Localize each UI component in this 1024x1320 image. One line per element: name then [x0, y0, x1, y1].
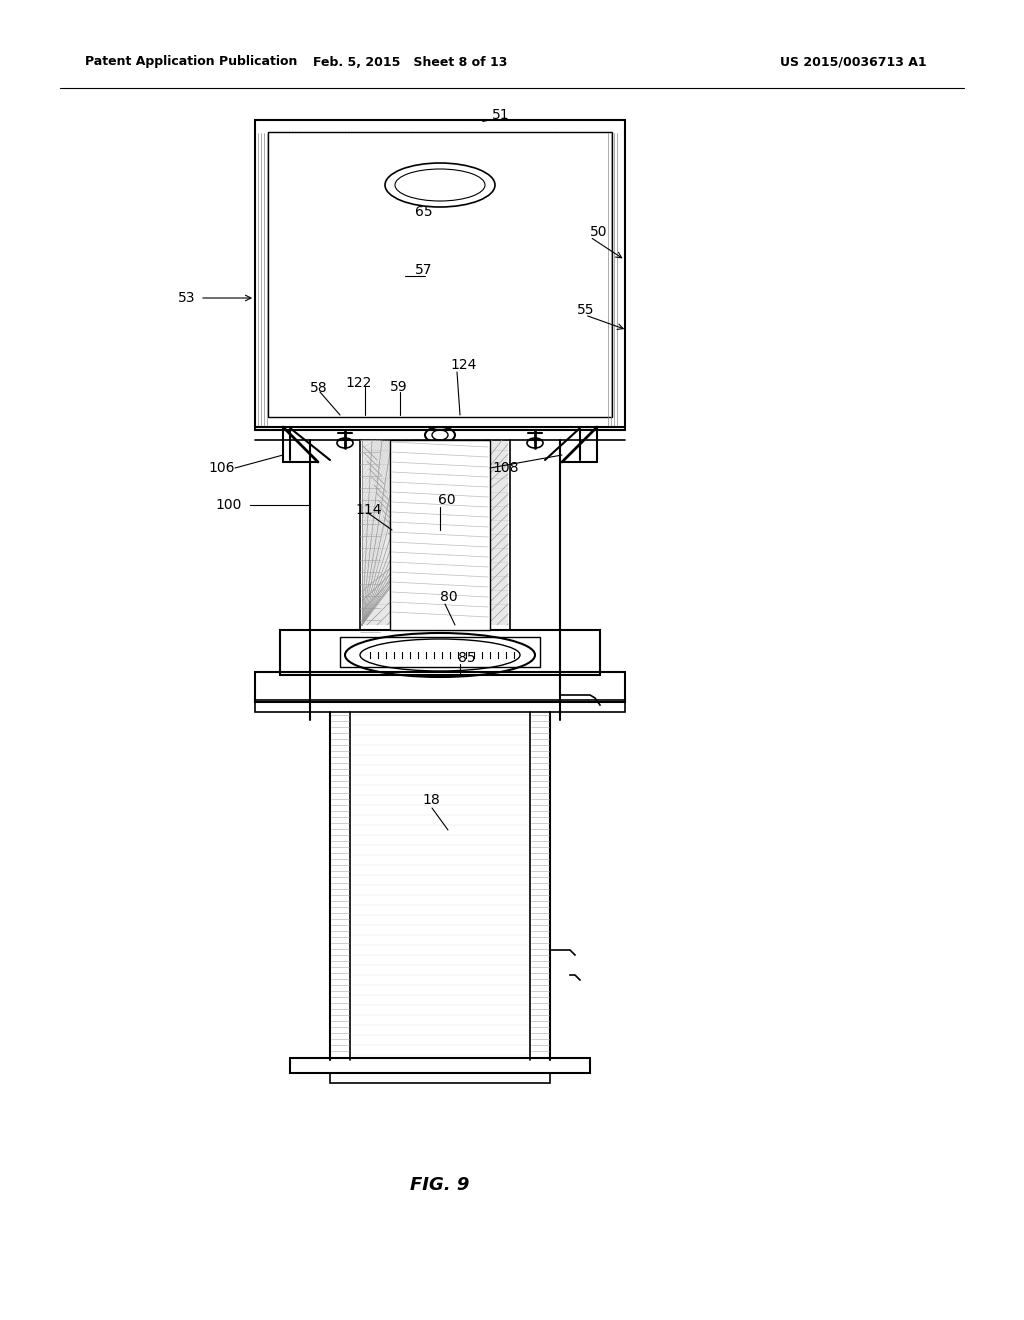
Text: 51: 51	[492, 108, 510, 121]
Text: 55: 55	[577, 304, 595, 317]
Bar	[390, 440, 490, 630]
Text: 106: 106	[208, 461, 234, 475]
Text: Patent Application Publication: Patent Application Publication	[85, 55, 297, 69]
Bar	[340, 638, 540, 667]
Bar	[255, 120, 625, 430]
Text: 85: 85	[458, 651, 475, 665]
Text: 18: 18	[422, 793, 439, 807]
Text: 59: 59	[390, 380, 408, 393]
Text: 100: 100	[215, 498, 242, 512]
Text: FIG. 9: FIG. 9	[411, 1176, 470, 1195]
Bar	[268, 132, 612, 417]
Text: 122: 122	[345, 376, 372, 389]
Text: 124: 124	[450, 358, 476, 372]
Bar	[280, 630, 600, 675]
Text: Feb. 5, 2015   Sheet 8 of 13: Feb. 5, 2015 Sheet 8 of 13	[312, 55, 507, 69]
Text: 58: 58	[310, 381, 328, 395]
Text: 57: 57	[415, 263, 432, 277]
Text: US 2015/0036713 A1: US 2015/0036713 A1	[780, 55, 927, 69]
Polygon shape	[362, 440, 508, 624]
Text: 53: 53	[178, 290, 196, 305]
Text: 50: 50	[590, 224, 607, 239]
Bar	[290, 1059, 590, 1073]
Bar	[255, 672, 625, 702]
Text: 80: 80	[440, 590, 458, 605]
Text: 60: 60	[438, 492, 456, 507]
Bar	[330, 1073, 550, 1082]
Text: 108: 108	[492, 461, 518, 475]
Text: 114: 114	[355, 503, 382, 517]
Text: 65: 65	[415, 205, 432, 219]
Bar	[255, 700, 625, 711]
